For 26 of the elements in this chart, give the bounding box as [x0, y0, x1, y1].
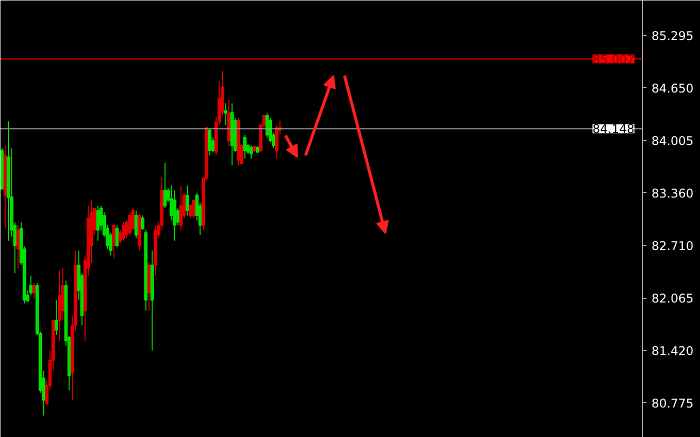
candlestick	[16, 224, 20, 269]
candlestick	[140, 215, 144, 231]
y-tick-label: 82.710	[652, 239, 694, 254]
y-tick-label: 82.065	[652, 292, 694, 306]
candlestick	[208, 128, 212, 156]
ref-line-label: 84.148	[592, 122, 634, 136]
y-tick-label: 84.005	[652, 134, 694, 148]
candlestick	[243, 134, 247, 160]
candlestick	[224, 102, 228, 126]
candlestick	[115, 224, 119, 248]
candlestick	[122, 222, 126, 242]
y-tick-label: 83.360	[652, 186, 694, 200]
ref-line-label: 85.007	[592, 52, 634, 66]
candlestick	[131, 208, 135, 231]
candlestick	[32, 282, 36, 299]
candlestick	[112, 224, 116, 258]
y-tick-label: 81.420	[652, 344, 694, 358]
y-tick-label: 85.295	[652, 28, 694, 43]
y-tick-label: 80.775	[652, 396, 694, 410]
candlestick	[275, 124, 278, 160]
candlestick	[186, 184, 190, 216]
candlestick	[96, 205, 100, 242]
y-tick-label: 84.650	[652, 81, 694, 96]
candlestick	[128, 212, 132, 236]
candlestick	[54, 300, 58, 336]
candlestick	[250, 145, 253, 160]
